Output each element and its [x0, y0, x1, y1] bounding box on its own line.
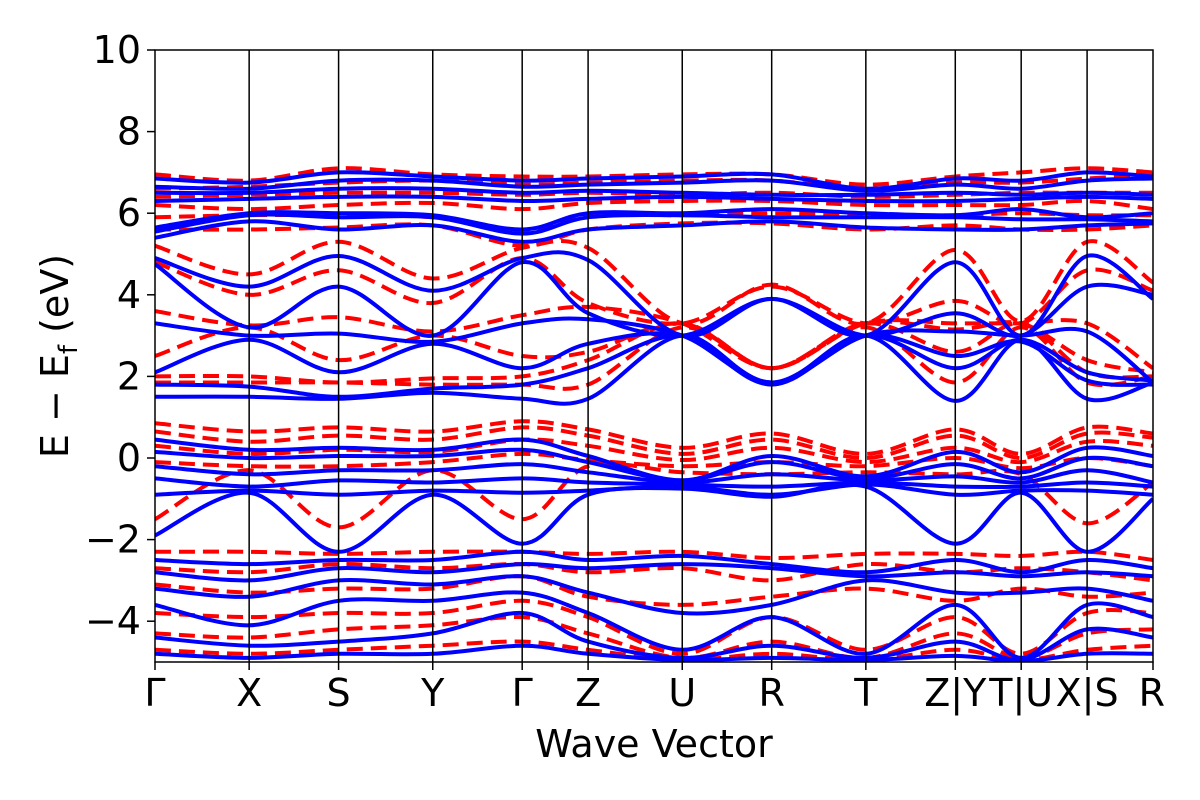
y-tick-label-4: 4: [117, 273, 141, 317]
y-tick-label-1: −2: [85, 518, 141, 562]
y-tick-label-6: 8: [117, 110, 141, 154]
y-tick-label-5: 6: [117, 191, 141, 235]
solid-band-12: [155, 333, 1153, 399]
x-tick-label-10: T|U: [988, 671, 1053, 716]
y-axis-label-main: E − E: [33, 354, 77, 458]
x-tick-label-2: S: [327, 671, 351, 715]
y-tick-label-3: 2: [117, 354, 141, 398]
x-axis-label: Wave Vector: [535, 722, 773, 766]
x-tick-label-8: T: [853, 671, 878, 715]
bands-layer: [155, 166, 1153, 662]
x-tick-label-3: Y: [420, 671, 445, 715]
y-axis-label-subscript: f: [54, 344, 84, 354]
x-tick-label-6: U: [668, 671, 696, 715]
plot-frame: [154, 49, 1154, 663]
x-ticks: Γ X S Y Γ Z U R T Z|Y T|U X|S R: [144, 662, 1165, 716]
solid-band-13: [155, 333, 1153, 406]
x-tick-label-1: X: [236, 671, 262, 715]
dashed-band-7: [155, 239, 1153, 326]
dashed-band-8: [155, 256, 1153, 327]
y-axis-label: E − Ef (eV): [33, 254, 84, 458]
dashed-band-17: [155, 461, 1153, 530]
solid-band-4: [155, 194, 1153, 204]
dashed-band-20: [155, 574, 1153, 607]
y-tick-label-2: 0: [117, 436, 141, 480]
solid-band-22: [155, 574, 1153, 616]
x-tick-label-0: Γ: [144, 671, 165, 715]
x-tick-label-5: Z: [575, 671, 601, 715]
x-tick-label-7: R: [758, 671, 784, 715]
x-tick-label-4: Γ: [512, 671, 533, 715]
x-tick-label-11: X|S: [1056, 671, 1119, 716]
x-tick-label-9: Z|Y: [924, 671, 987, 716]
x-tick-label-12: R: [1139, 671, 1165, 715]
y-axis-label-unit: (eV): [33, 254, 77, 345]
y-tick-label-7: 10: [93, 28, 141, 72]
dashed-band-4: [155, 198, 1153, 212]
y-ticks: −4 −2 0 2 4 6 8 10: [85, 28, 155, 643]
y-tick-label-0: −4: [85, 599, 141, 643]
kpoint-lines: [248, 50, 1088, 662]
